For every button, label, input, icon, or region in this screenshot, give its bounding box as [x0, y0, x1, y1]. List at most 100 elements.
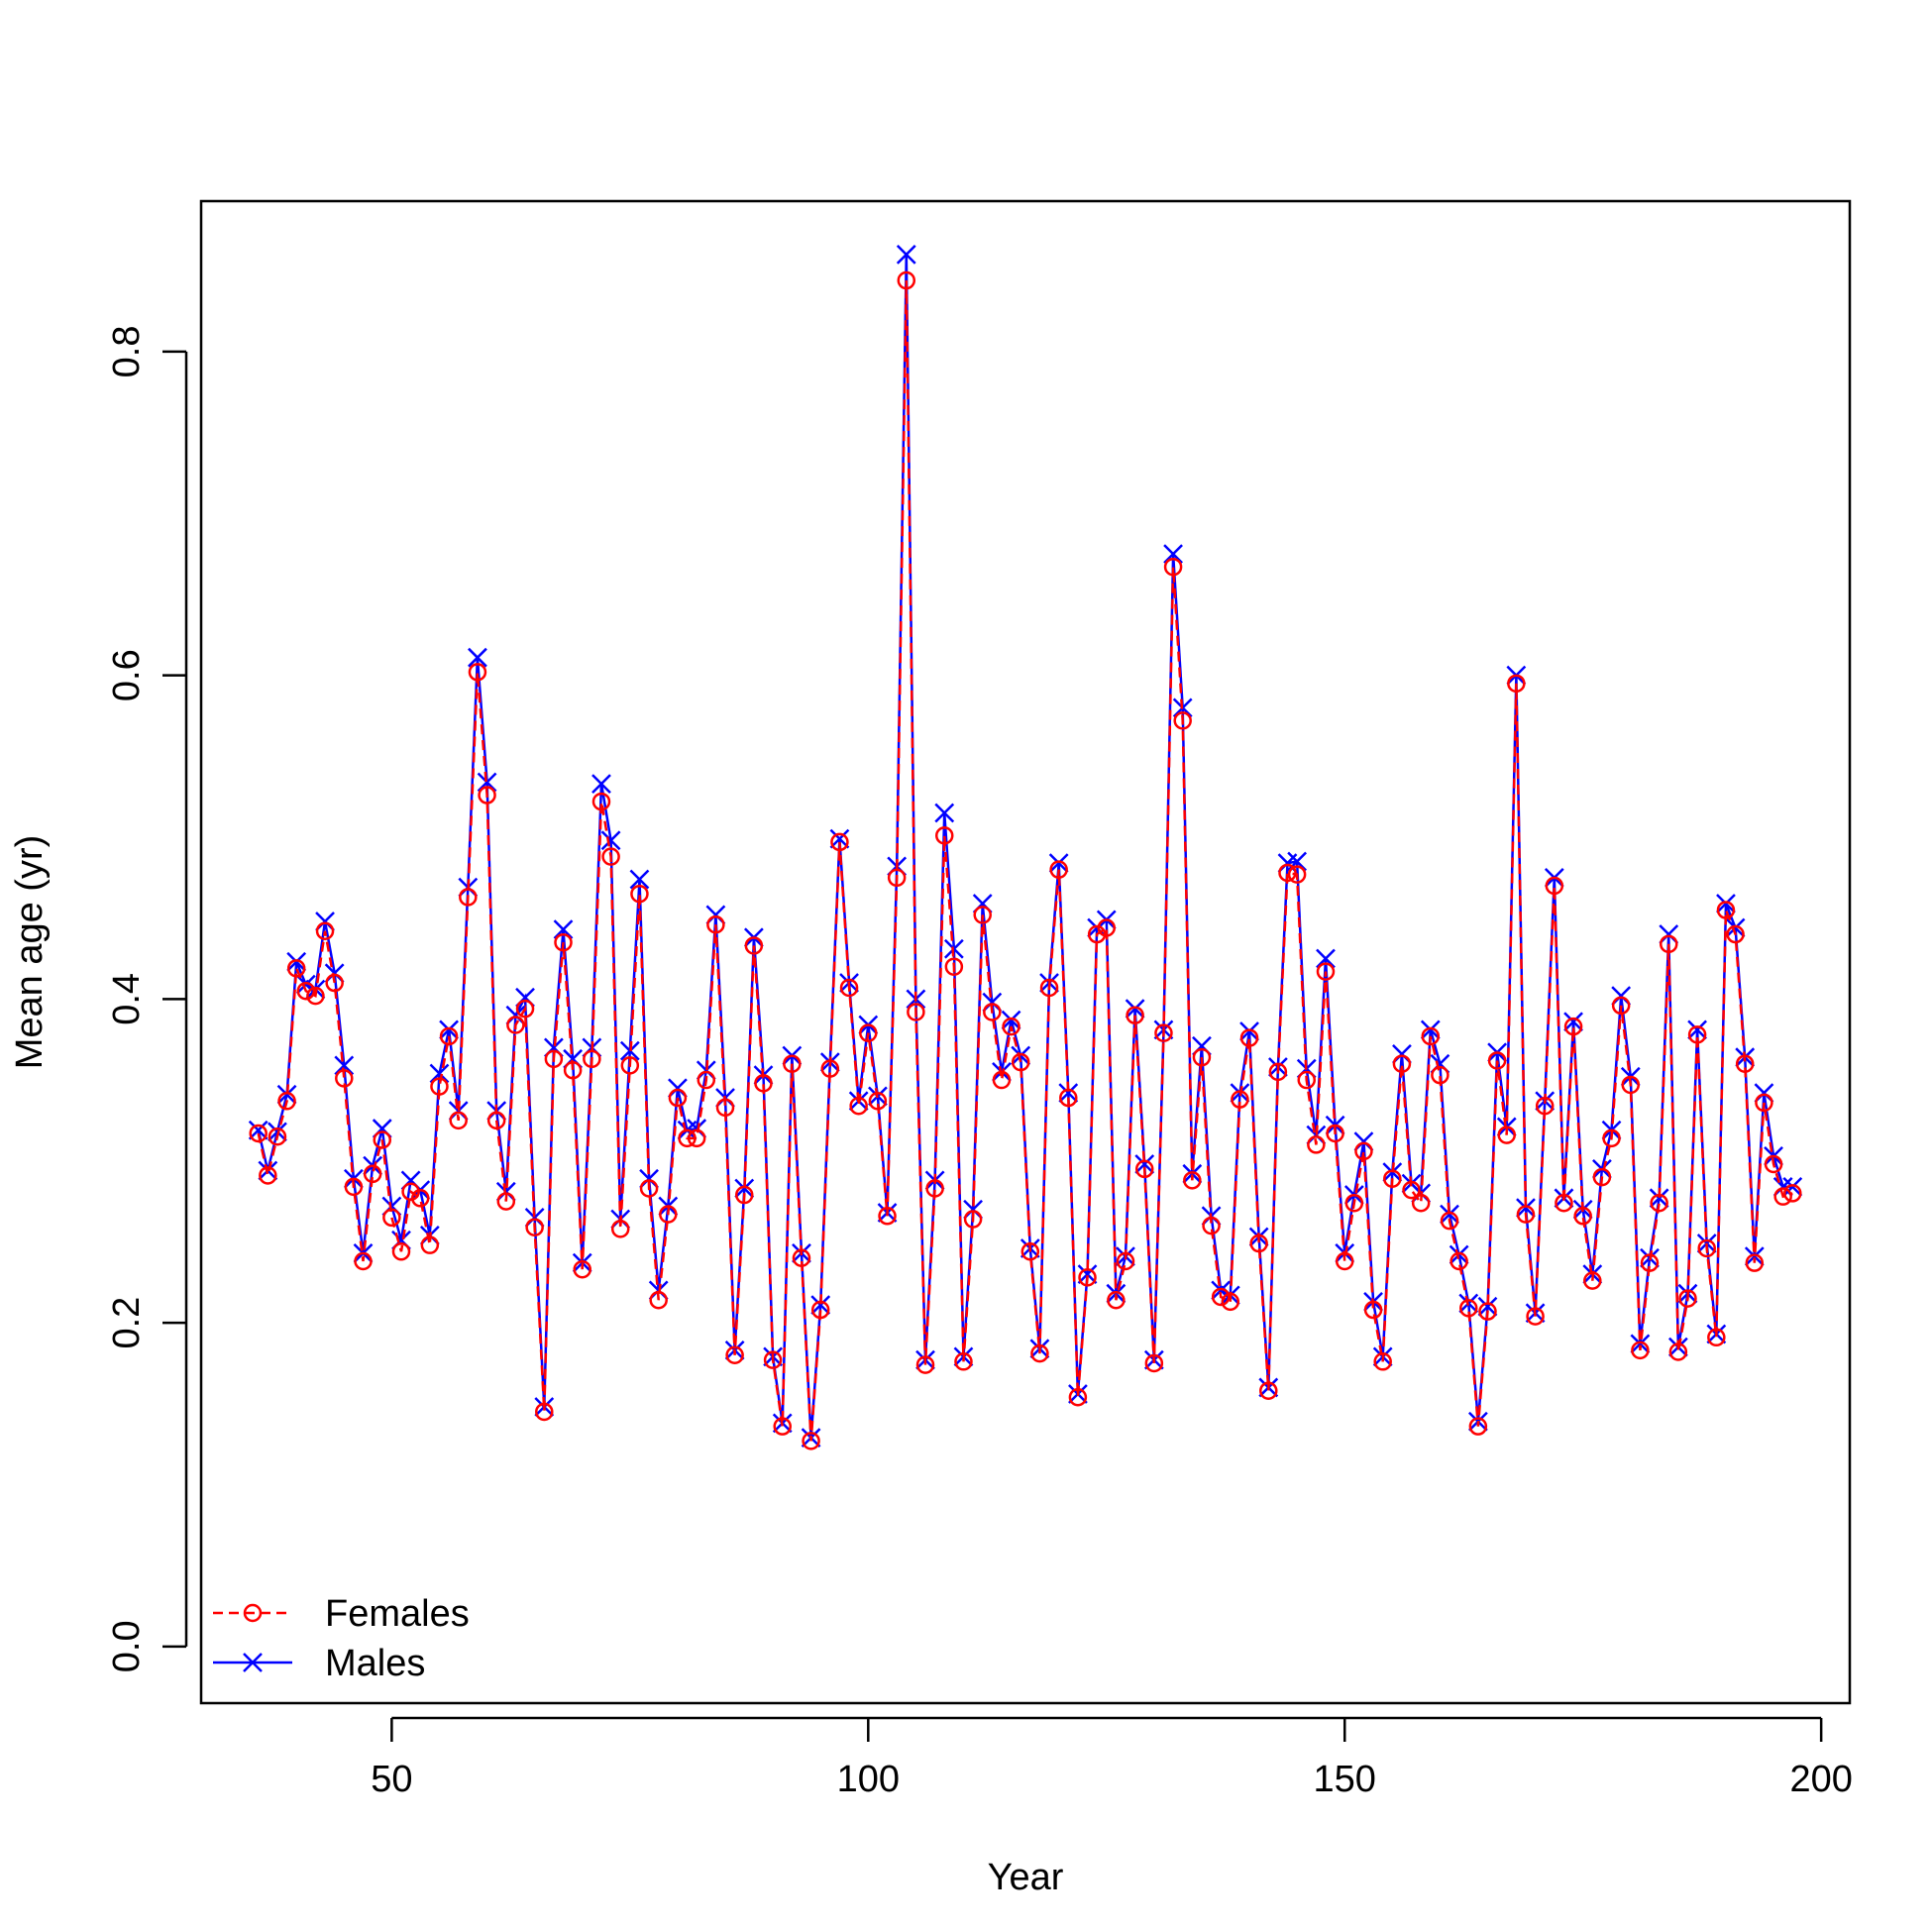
data-point-circle [1449, 1251, 1468, 1271]
data-point-circle [1573, 1207, 1592, 1226]
data-point-x [1239, 1021, 1259, 1041]
data-point-x [629, 869, 650, 890]
data-point-circle [783, 1054, 802, 1073]
data-point-circle [878, 1207, 897, 1226]
data-point-x [1316, 948, 1336, 969]
data-point-circle [1354, 1141, 1373, 1161]
data-point-circle [1087, 924, 1107, 944]
data-point-circle [1563, 1017, 1583, 1036]
data-point-circle [1745, 1253, 1765, 1272]
data-point-circle [1211, 1287, 1231, 1307]
data-point-circle [1631, 1341, 1650, 1360]
legend-marker-circle [243, 1603, 263, 1623]
data-point-circle [1640, 1253, 1660, 1272]
data-point-circle [573, 1259, 591, 1279]
data-point-circle [1144, 1353, 1164, 1373]
data-point-x [591, 774, 611, 794]
data-point-circle [1097, 918, 1117, 937]
data-point-circle [1545, 876, 1564, 896]
data-point-circle [1431, 1065, 1449, 1085]
data-point-circle [706, 914, 725, 934]
data-point-circle [859, 1023, 878, 1042]
data-point-x [1725, 917, 1746, 938]
data-point-circle [620, 1056, 640, 1075]
data-point-x [1211, 1280, 1232, 1301]
data-point-circle [544, 1049, 564, 1069]
data-point-circle [610, 1220, 630, 1238]
data-point-circle [1459, 1299, 1478, 1318]
data-point-x [1125, 999, 1145, 1020]
data-point-circle [363, 1164, 382, 1184]
data-point-circle [915, 1355, 935, 1374]
data-point-circle [1030, 1343, 1049, 1363]
data-point-circle [1011, 1052, 1030, 1072]
data-point-circle [1134, 1159, 1154, 1179]
data-point-circle [1440, 1211, 1459, 1231]
data-point-circle [486, 1111, 506, 1130]
data-point-x [468, 647, 487, 668]
data-point-circle [983, 1003, 1002, 1021]
x-tick-label: 50 [371, 1759, 412, 1800]
data-point-circle [1497, 1126, 1516, 1144]
data-point-circle [725, 1345, 744, 1365]
data-point-circle [1202, 1216, 1221, 1235]
series-line [257, 254, 1793, 1439]
data-point-circle [1668, 1342, 1688, 1361]
data-point-circle [1259, 1381, 1278, 1400]
legend: Females Males [213, 1593, 470, 1684]
data-point-circle [630, 884, 649, 904]
data-point-circle [687, 1128, 706, 1148]
data-point-circle [1287, 865, 1307, 884]
data-point-circle [887, 868, 907, 888]
data-point-circle [1039, 978, 1059, 998]
data-point-circle [1697, 1238, 1716, 1258]
data-point-circle [1583, 1271, 1602, 1290]
data-point-circle [1335, 1251, 1354, 1271]
plot-frame [199, 199, 1852, 1705]
data-point-circle [591, 792, 611, 811]
data-point-x [1744, 1246, 1765, 1267]
data-point-circle [430, 1077, 449, 1096]
data-point-x [1440, 1204, 1459, 1225]
data-point-x [1163, 544, 1183, 565]
data-point-circle [1154, 1023, 1173, 1042]
data-point-circle [478, 786, 496, 805]
data-point-x [1716, 894, 1736, 913]
data-point-circle [1278, 863, 1297, 883]
legend-label: Males [325, 1643, 425, 1684]
data-point-x [1687, 1020, 1707, 1040]
data-point-x [1420, 1020, 1441, 1040]
data-point-circle [1183, 1171, 1202, 1190]
data-point-x [1477, 1296, 1498, 1317]
data-point-circle [515, 999, 535, 1019]
data-point-circle [849, 1096, 868, 1116]
data-point-x [600, 830, 621, 851]
data-point-circle [1049, 860, 1068, 879]
series-males [248, 245, 1803, 1448]
legend-marker-x [243, 1653, 263, 1672]
data-point-x [572, 1252, 592, 1273]
data-point-circle [563, 1061, 583, 1080]
data-point-circle [1297, 1070, 1316, 1090]
data-point-circle [1363, 1300, 1383, 1320]
data-point-circle [1383, 1169, 1402, 1188]
data-point-circle [1411, 1193, 1431, 1213]
data-point-circle [506, 1016, 525, 1034]
data-point-circle [934, 826, 954, 845]
data-point-circle [1716, 901, 1736, 919]
data-point-circle [1307, 1135, 1326, 1154]
data-point-circle [391, 1241, 411, 1261]
data-point-circle [839, 978, 859, 998]
data-point-x [1106, 1283, 1127, 1304]
data-point-circle [1726, 924, 1745, 944]
data-point-circle [420, 1235, 440, 1254]
data-point-circle [1602, 1128, 1621, 1148]
data-point-x [934, 803, 955, 823]
data-point-circle [535, 1402, 554, 1422]
data-point-circle [1020, 1241, 1040, 1261]
series-line [257, 279, 1793, 1442]
data-point-x [1649, 1188, 1669, 1209]
data-point-circle [1231, 1090, 1249, 1109]
data-point-x [334, 1055, 355, 1076]
data-point-circle [1773, 1187, 1792, 1206]
